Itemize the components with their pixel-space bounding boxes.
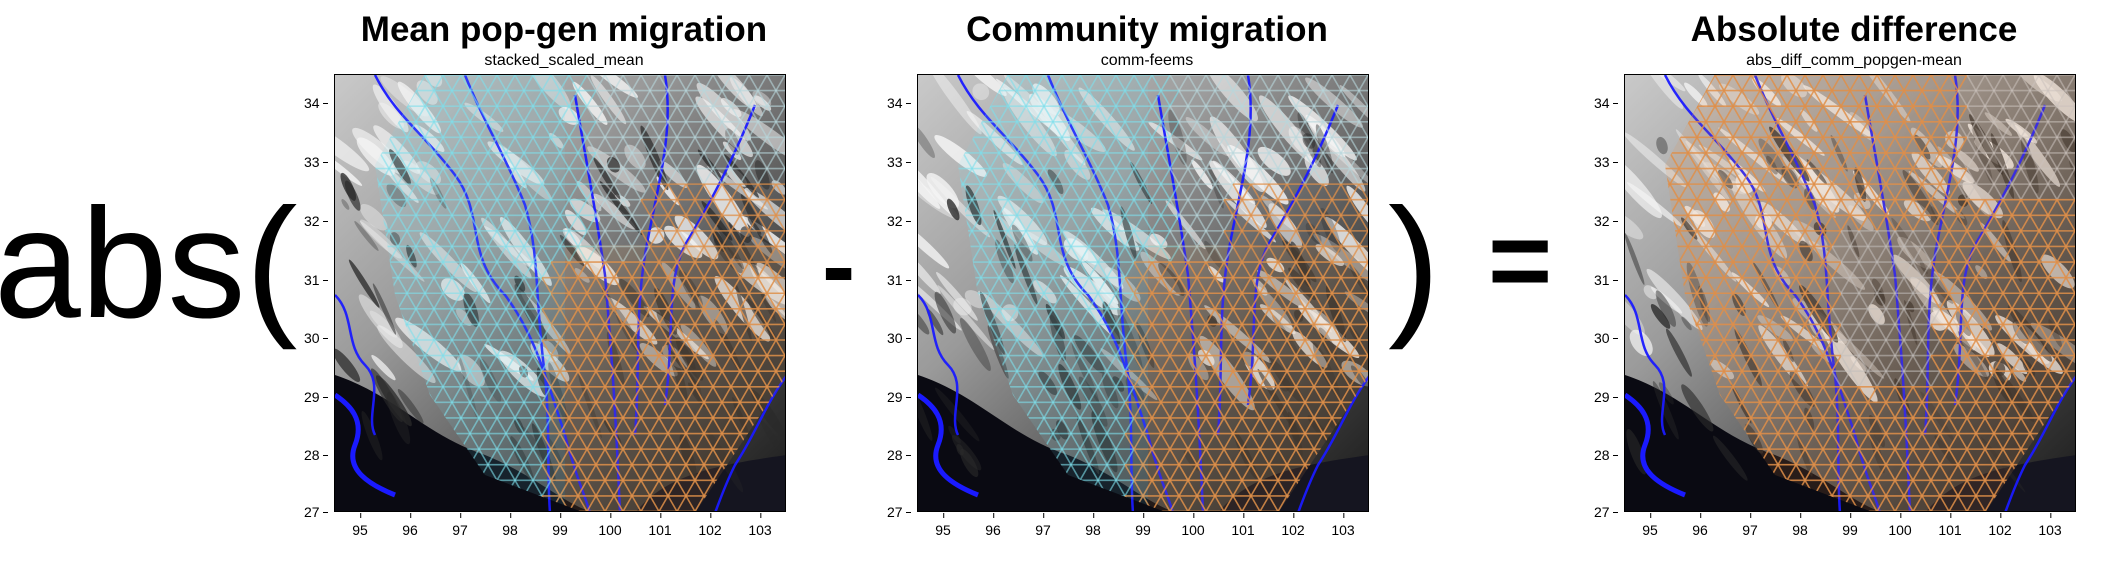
x-tick-label: 100 xyxy=(1888,513,1912,538)
panel-mean-popgen: Mean pop-gen migration stacked_scaled_me… xyxy=(304,0,794,576)
y-tick-label: 28 xyxy=(1594,447,1617,463)
x-tick-label: 95 xyxy=(1642,513,1658,538)
y-tick-label: 27 xyxy=(304,504,327,520)
y-tick-label: 30 xyxy=(304,330,327,346)
panel-title: Community migration xyxy=(966,10,1328,49)
x-tick-label: 103 xyxy=(1331,513,1355,538)
y-tick-label: 33 xyxy=(304,154,327,170)
y-tick-label: 27 xyxy=(887,504,910,520)
y-tick-label: 29 xyxy=(887,389,910,405)
panel-subtitle: abs_diff_comm_popgen-mean xyxy=(1746,52,1962,69)
x-tick-label: 97 xyxy=(1742,513,1758,538)
y-tick-label: 33 xyxy=(1594,154,1617,170)
y-tick-label: 32 xyxy=(887,213,910,229)
y-tick-label: 34 xyxy=(887,95,910,111)
y-tick-label: 31 xyxy=(1594,272,1617,288)
y-tick-label: 28 xyxy=(887,447,910,463)
minus-operator: - xyxy=(822,210,856,322)
y-tick-label: 34 xyxy=(304,95,327,111)
terrain-map xyxy=(1625,75,2075,511)
y-tick-label: 28 xyxy=(304,447,327,463)
y-tick-label: 32 xyxy=(1594,213,1617,229)
map-frame xyxy=(917,74,1369,512)
x-tick-label: 103 xyxy=(748,513,772,538)
x-tick-label: 103 xyxy=(2038,513,2062,538)
map-frame xyxy=(334,74,786,512)
y-tick-label: 29 xyxy=(1594,389,1617,405)
x-tick-label: 101 xyxy=(1231,513,1255,538)
y-tick-label: 27 xyxy=(1594,504,1617,520)
x-tick-label: 99 xyxy=(1842,513,1858,538)
equals-operator: = xyxy=(1488,199,1553,322)
x-tick-label: 96 xyxy=(402,513,418,538)
x-tick-label: 101 xyxy=(648,513,672,538)
x-tick-label: 102 xyxy=(1281,513,1305,538)
panel-title: Absolute difference xyxy=(1690,10,2018,49)
x-tick-label: 100 xyxy=(1181,513,1205,538)
y-tick-label: 29 xyxy=(304,389,327,405)
x-tick-label: 95 xyxy=(935,513,951,538)
x-tick-label: 102 xyxy=(1988,513,2012,538)
x-tick-label: 97 xyxy=(1035,513,1051,538)
close-paren-operator: ) xyxy=(1388,177,1440,351)
x-tick-label: 99 xyxy=(552,513,568,538)
x-tick-label: 96 xyxy=(1692,513,1708,538)
panel-community: Community migration comm-feems 34 33 32 31 3… xyxy=(887,0,1377,576)
x-tick-label: 95 xyxy=(352,513,368,538)
y-tick-label: 34 xyxy=(1594,95,1617,111)
y-tick-label: 30 xyxy=(887,330,910,346)
y-tick-label: 33 xyxy=(887,154,910,170)
x-tick-label: 101 xyxy=(1938,513,1962,538)
terrain-map xyxy=(918,75,1368,511)
x-tick-label: 97 xyxy=(452,513,468,538)
x-tick-label: 98 xyxy=(502,513,518,538)
y-tick-label: 32 xyxy=(304,213,327,229)
panel-subtitle: comm-feems xyxy=(1100,52,1194,69)
panel-abs-difference: Absolute difference abs_diff_comm_popgen… xyxy=(1594,0,2084,576)
x-tick-label: 102 xyxy=(698,513,722,538)
y-tick-label: 31 xyxy=(304,272,327,288)
y-tick-label: 31 xyxy=(887,272,910,288)
x-tick-label: 98 xyxy=(1792,513,1808,538)
panel-subtitle: stacked_scaled_mean xyxy=(484,52,644,69)
x-tick-label: 96 xyxy=(985,513,1001,538)
x-tick-label: 99 xyxy=(1135,513,1151,538)
panel-title: Mean pop-gen migration xyxy=(360,10,768,49)
abs-open-operator: abs( xyxy=(0,177,298,351)
y-tick-label: 30 xyxy=(1594,330,1617,346)
terrain-map xyxy=(335,75,785,511)
x-tick-label: 100 xyxy=(598,513,622,538)
x-tick-label: 98 xyxy=(1085,513,1101,538)
map-frame xyxy=(1624,74,2076,512)
